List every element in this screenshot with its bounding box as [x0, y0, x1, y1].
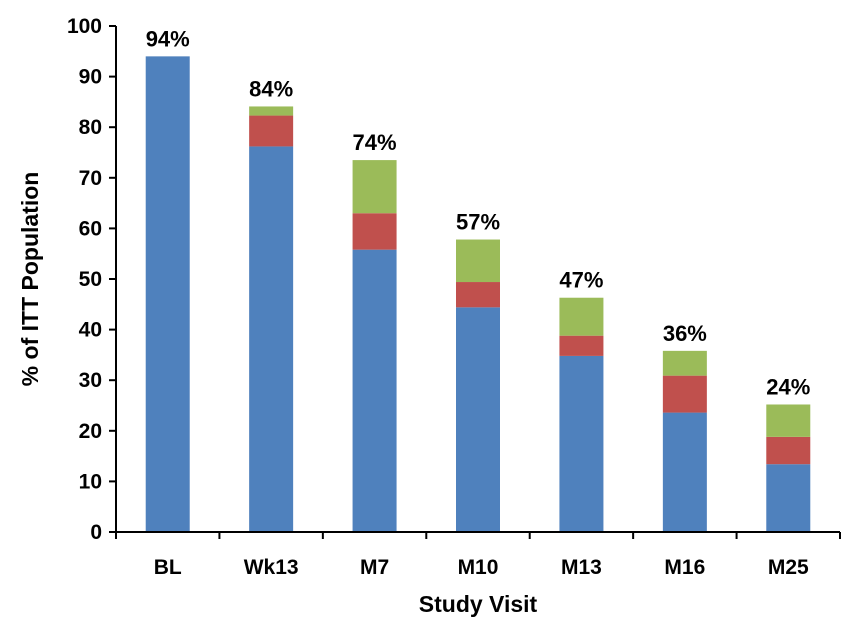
bar-segment-3 — [456, 239, 500, 283]
data-label: 74% — [353, 130, 397, 155]
data-label: 84% — [249, 76, 293, 101]
bar-segment-1 — [352, 249, 397, 533]
x-tick-label: M16 — [664, 556, 705, 579]
bar-segment-1 — [766, 464, 811, 532]
data-label: 24% — [766, 374, 810, 399]
bar-segment-2 — [662, 375, 707, 413]
bar-segment-3 — [352, 160, 397, 214]
y-ticks-layer: 0 10 20 30 40 50 60 70 80 90 100 — [67, 15, 116, 544]
data-label: 57% — [456, 210, 500, 235]
bar-segment-2 — [456, 282, 500, 308]
x-tick-label: M25 — [768, 556, 809, 579]
bar-segment-2 — [249, 115, 294, 147]
bars-layer — [145, 56, 811, 533]
bar-segment-3 — [662, 350, 707, 376]
data-label: 47% — [559, 268, 603, 293]
x-tick-label: M13 — [561, 556, 602, 579]
bar-segment-2 — [352, 213, 397, 250]
data-labels-layer: 94% 84% 74% 57% 47% 36% 24% — [146, 26, 811, 399]
y-tick-label: 100 — [67, 15, 102, 38]
bar-segment-3 — [249, 106, 294, 116]
y-axis-title: % of ITT Population — [17, 172, 43, 387]
x-tick-label: M10 — [458, 556, 499, 579]
bar-segment-1 — [145, 56, 190, 533]
y-tick-label: 80 — [79, 116, 102, 139]
y-tick-label: 10 — [79, 470, 102, 493]
bar-segment-1 — [559, 355, 604, 532]
bar-segment-2 — [559, 335, 604, 356]
y-tick-label: 50 — [79, 268, 102, 291]
data-label: 36% — [663, 321, 707, 346]
bar-segment-1 — [456, 307, 500, 532]
x-tick-label: Wk13 — [244, 556, 299, 579]
y-tick-label: 0 — [90, 521, 102, 544]
y-tick-label: 60 — [79, 217, 102, 240]
y-tick-label: 70 — [79, 167, 102, 190]
y-tick-label: 30 — [79, 369, 102, 392]
x-axis-title: Study Visit — [419, 591, 538, 617]
bar-segment-3 — [559, 297, 604, 336]
bar-segment-1 — [249, 146, 294, 533]
y-tick-label: 90 — [79, 66, 102, 89]
y-tick-label: 20 — [79, 420, 102, 443]
bar-segment-2 — [766, 436, 811, 465]
x-tick-label: M7 — [360, 556, 389, 579]
bar-segment-1 — [662, 412, 707, 532]
bar-segment-3 — [766, 404, 811, 437]
x-ticks-layer: BL Wk13 M7 M10 M13 M16 M25 — [115, 532, 841, 579]
x-tick-label: BL — [154, 556, 182, 579]
y-tick-label: 40 — [79, 319, 102, 342]
data-label: 94% — [146, 26, 190, 51]
